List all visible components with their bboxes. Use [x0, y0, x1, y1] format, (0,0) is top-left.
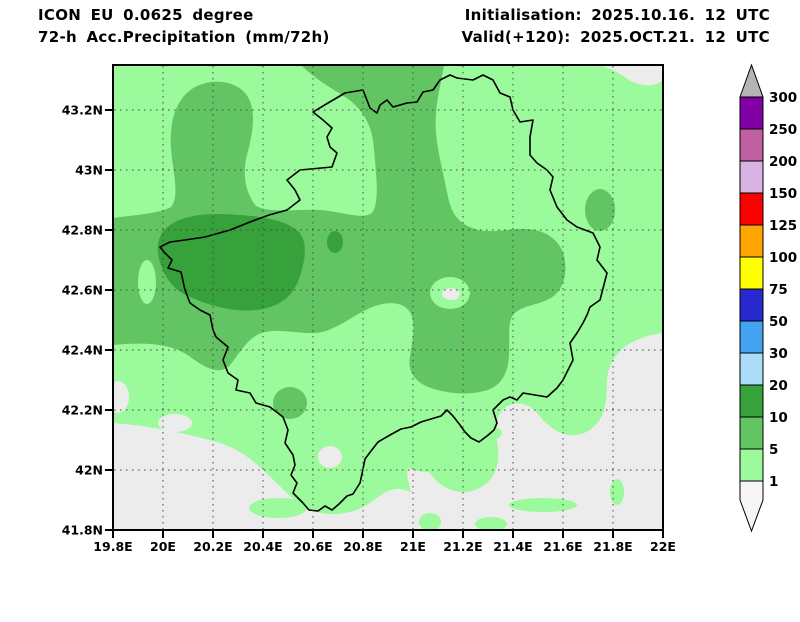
lat-tick-label: 42N — [75, 463, 103, 478]
lat-tick-label: 42.2N — [62, 403, 103, 418]
precip-island-5-10mm — [585, 189, 615, 231]
legend-band — [740, 257, 763, 289]
lon-tick-label: 21.2E — [443, 539, 482, 554]
precip-hole-1-5mm — [138, 260, 156, 304]
lat-tick-label: 43.2N — [62, 103, 103, 118]
legend-value-label: 20 — [769, 378, 788, 394]
lon-tick-label: 21.4E — [493, 539, 532, 554]
legend-band — [740, 225, 763, 257]
lon-tick-label: 20.4E — [243, 539, 282, 554]
legend-over-arrow — [740, 65, 763, 97]
legend-value-label: 150 — [769, 186, 797, 202]
precip-dot-10-20mm — [327, 231, 343, 253]
precip-island-1-5mm — [610, 479, 624, 505]
legend-value-label: 50 — [769, 314, 788, 330]
init-time-label: Initialisation: 2025.10.16. 12 UTC — [465, 6, 770, 24]
lat-tick-label: 42.6N — [62, 283, 103, 298]
precip-island-1-5mm — [509, 498, 577, 512]
legend-band — [740, 321, 763, 353]
legend-band — [740, 417, 763, 449]
legend-value-label: 125 — [769, 218, 797, 234]
legend-value-label: 200 — [769, 154, 797, 170]
legend-value-label: 30 — [769, 346, 788, 362]
legend-value-label: 75 — [769, 282, 788, 298]
lon-tick-label: 20.8E — [343, 539, 382, 554]
lat-tick-label: 41.8N — [62, 523, 103, 538]
lat-tick-label: 42.4N — [62, 343, 103, 358]
lon-tick-label: 22E — [650, 539, 676, 554]
field-title: 72-h Acc.Precipitation (mm/72h) — [38, 28, 330, 46]
legend-value-label: 5 — [769, 442, 778, 458]
legend-value-label: 250 — [769, 122, 797, 138]
lon-tick-label: 20E — [150, 539, 176, 554]
lon-tick-label: 20.2E — [193, 539, 232, 554]
lat-tick-label: 43N — [75, 163, 103, 178]
legend-band — [740, 289, 763, 321]
precipitation-legend: 300 250 200 150 125 100 75 50 30 20 10 5 1 — [740, 65, 797, 531]
legend-under-arrow — [740, 481, 763, 531]
legend-value-label: 10 — [769, 410, 788, 426]
precip-island-1-5mm — [419, 513, 441, 531]
lon-tick-label: 20.6E — [293, 539, 332, 554]
lon-tick-label: 21E — [400, 539, 426, 554]
precip-patch-under-1mm — [318, 446, 342, 468]
legend-value-label: 1 — [769, 474, 778, 490]
legend-band — [740, 353, 763, 385]
legend-value-label: 100 — [769, 250, 797, 266]
lon-tick-label: 19.8E — [93, 539, 132, 554]
legend-band — [740, 193, 763, 225]
map-canvas — [107, 65, 663, 531]
valid-time-label: Valid(+120): 2025.OCT.21. 12 UTC — [461, 28, 770, 46]
precipitation-map-figure: 19.8E 20E 20.2E 20.4E 20.6E 20.8E 21E 21.2E 21.4… — [0, 0, 800, 618]
legend-band — [740, 161, 763, 193]
precip-island-1-5mm — [475, 517, 507, 531]
legend-band — [740, 449, 763, 481]
lat-tick-label: 42.8N — [62, 223, 103, 238]
legend-value-label: 300 — [769, 90, 797, 106]
legend-band — [740, 97, 763, 129]
precip-patch-under-1mm — [158, 414, 192, 432]
precip-patch-under-1mm — [107, 381, 129, 413]
model-title: ICON EU 0.0625 degree — [38, 6, 254, 24]
precip-island-1-5mm — [249, 498, 307, 518]
legend-band — [740, 129, 763, 161]
lon-tick-label: 21.8E — [593, 539, 632, 554]
precip-island-1-5mm — [397, 438, 463, 472]
legend-band — [740, 385, 763, 417]
lon-tick-label: 21.6E — [543, 539, 582, 554]
